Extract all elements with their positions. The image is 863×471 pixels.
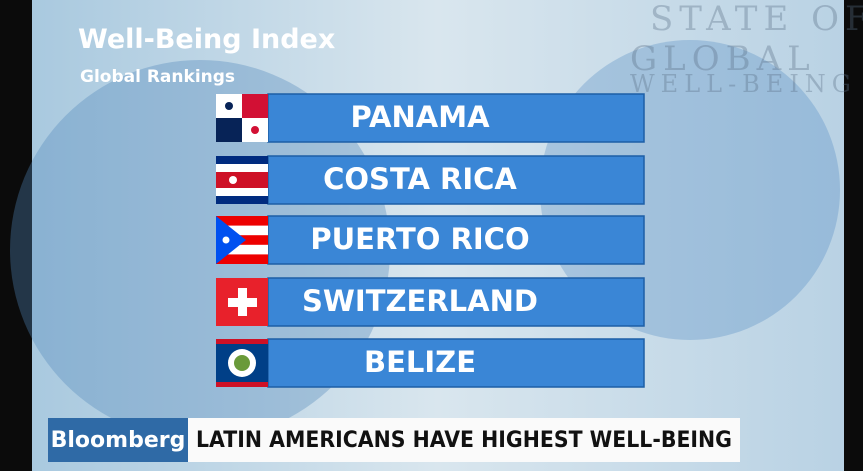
title: Well-Being Index — [78, 24, 335, 55]
ranking-bar — [267, 155, 645, 205]
ranking-name: BELIZE — [364, 345, 476, 379]
ranking-row: COSTA RICA — [267, 155, 645, 205]
rankings-list: PANAMA COSTA RICA PUERTO RICO SWITZERLAND BE… — [267, 93, 645, 388]
ranking-name: SWITZERLAND — [302, 284, 538, 318]
ranking-row: SWITZERLAND — [267, 277, 645, 327]
headline: LATIN AMERICANS HAVE HIGHEST WELL-BEING — [196, 428, 732, 453]
watermark-text: GLOBAL — [630, 39, 816, 79]
brand: Bloomberg — [51, 428, 186, 453]
ranking-bar — [267, 277, 645, 327]
flag-panama — [216, 94, 268, 142]
ranking-row: BELIZE — [267, 338, 645, 388]
subtitle: Global Rankings — [80, 67, 235, 87]
flag-belize — [216, 339, 268, 387]
flag-costa-rica — [216, 156, 268, 204]
watermark: STATE OF GLOBAL WELL-BEING — [630, 0, 863, 98]
headline-box — [188, 418, 740, 462]
ranking-row: PUERTO RICO — [267, 215, 645, 265]
ranking-name: PUERTO RICO — [310, 222, 529, 256]
ranking-name: PANAMA — [350, 100, 490, 134]
ranking-row: PANAMA — [267, 93, 645, 143]
watermark-text: WELL-BEING — [630, 70, 857, 98]
flag-puerto-rico — [216, 216, 268, 264]
flag-switzerland — [216, 278, 268, 326]
watermark-text: STATE OF — [650, 0, 863, 39]
ranking-name: COSTA RICA — [323, 162, 517, 196]
brand-box — [48, 418, 188, 462]
